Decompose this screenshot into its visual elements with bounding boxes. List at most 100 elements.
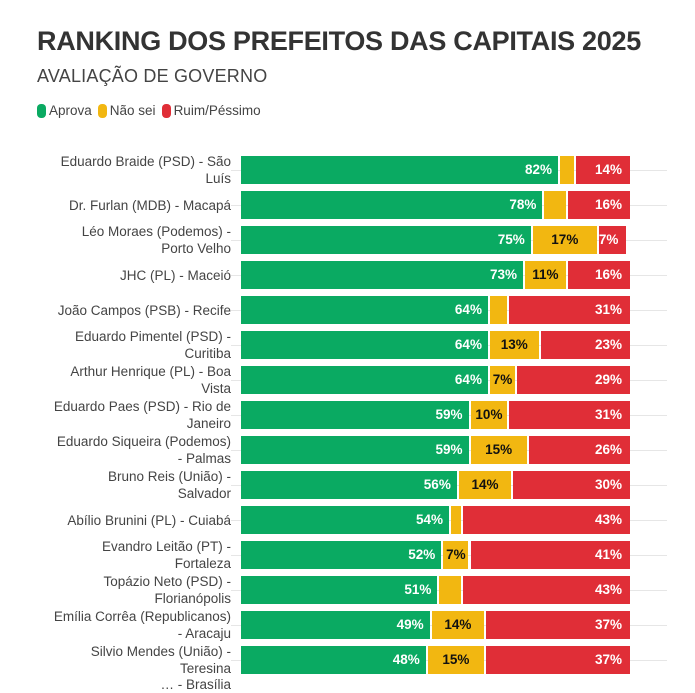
data-label-ruim-pessimo-abilio-brunini-pl-cuiaba: 43% (594, 512, 622, 527)
bar-nao-sei-abilio-brunini-pl-cuiaba[interactable] (451, 506, 461, 534)
bar-nao-sei-eduardo-siqueira-podemos-palmas[interactable] (470, 436, 527, 464)
row-label-line: Janeiro (186, 416, 231, 431)
bar-ruim-pessimo-eduardo-braide-psd-sao-luis[interactable] (575, 156, 630, 184)
bar-nao-sei-evandro-leitao-pt-fortaleza[interactable] (443, 541, 469, 569)
bar-ruim-pessimo-bruno-reis-uniao-salvador[interactable] (513, 471, 630, 499)
bar-aprova-dr-furlan-mdb-macapa[interactable] (241, 191, 543, 219)
bar-ruim-pessimo-arthur-henrique-pl-boa-vista[interactable] (517, 366, 630, 394)
data-label-nao-sei-arthur-henrique-pl-boa-vista: 7% (492, 372, 513, 387)
legend-label-nao-sei: Não sei (109, 103, 156, 118)
row-label-line: Dr. Furlan (MDB) - Macapá (68, 197, 231, 213)
row-label-eduardo-braide-psd-sao-luis: Eduardo Braide (PSD) - São Luís (10, 153, 231, 187)
legend: Aprova Não sei Ruim/Péssimo (37, 103, 267, 118)
row-label-silvio-mendes-uniao-teresina: Silvio Mendes (União) - Teresina (10, 643, 231, 677)
row-label-line: Porto Velho (161, 241, 231, 256)
row-label-line: Eduardo Pimentel (PSD) - (74, 329, 231, 344)
data-label-aprova-eduardo-paes-psd-rio-de-janeiro: 59% (435, 407, 463, 422)
bar-ruim-pessimo-eduardo-siqueira-podemos-palmas[interactable] (528, 436, 630, 464)
bar-aprova-abilio-brunini-pl-cuiaba[interactable] (241, 506, 450, 534)
data-label-aprova-eduardo-siqueira-podemos-palmas: 59% (435, 442, 463, 457)
bar-aprova-topazio-neto-psd-florianopolis[interactable] (241, 576, 438, 604)
bar-ruim-pessimo-dr-furlan-mdb-macapa[interactable] (567, 191, 630, 219)
bar-nao-sei-eduardo-braide-psd-sao-luis[interactable] (559, 156, 574, 184)
row-label-line: Topázio Neto (PSD) - (103, 574, 231, 589)
bar-nao-sei-arthur-henrique-pl-boa-vista[interactable] (489, 366, 516, 394)
bar-nao-sei-emilia-correa-republicanos-aracaju[interactable] (431, 611, 485, 639)
legend-label-aprova: Aprova (49, 103, 92, 118)
row-label-line: Eduardo Braide (PSD) - São (60, 154, 231, 169)
bar-aprova-joao-campos-psb-recife[interactable] (241, 296, 488, 324)
data-label-aprova-emilia-correa-republicanos-aracaju: 49% (396, 617, 424, 632)
row-label-arthur-henrique-pl-boa-vista: Arthur Henrique (PL) - Boa Vista (10, 363, 231, 397)
data-label-nao-sei-jhc-pl-maceio: 11% (532, 267, 559, 282)
data-label-aprova-dr-furlan-mdb-macapa: 78% (509, 197, 537, 212)
legend-swatch-ruim-pessimo (161, 103, 171, 118)
data-label-ruim-pessimo-jhc-pl-maceio: 16% (594, 267, 622, 282)
bar-aprova-evandro-leitao-pt-fortaleza[interactable] (241, 541, 442, 569)
row-label-emilia-correa-republicanos-aracaju: Emília Corrêa (Republicanos) - Aracaju (10, 608, 231, 642)
bar-ruim-pessimo-leo-moraes-podemos-porto-velho[interactable] (598, 226, 627, 254)
bar-nao-sei-eduardo-paes-psd-rio-de-janeiro[interactable] (470, 401, 508, 429)
row-label-topazio-neto-psd-florianopolis: Topázio Neto (PSD) - Florianópolis (10, 573, 231, 607)
bar-ruim-pessimo-eduardo-pimentel-psd-curitiba[interactable] (540, 331, 630, 359)
bar-ruim-pessimo-jhc-pl-maceio[interactable] (567, 261, 630, 289)
data-label-aprova-joao-campos-psb-recife: 64% (454, 302, 482, 317)
data-label-aprova-arthur-henrique-pl-boa-vista: 64% (454, 372, 482, 387)
legend-item-nao-sei[interactable]: Não sei (97, 103, 156, 118)
row-label-line: JHC (PL) - Maceió (119, 267, 231, 283)
row-label-line: Teresina (179, 661, 231, 676)
bar-nao-sei-eduardo-pimentel-psd-curitiba[interactable] (489, 331, 539, 359)
bar-nao-sei-topazio-neto-psd-florianopolis[interactable] (439, 576, 461, 604)
data-label-nao-sei-eduardo-pimentel-psd-curitiba: 13% (500, 337, 528, 352)
bar-ruim-pessimo-joao-campos-psb-recife[interactable] (509, 296, 630, 324)
bar-aprova-arthur-henrique-pl-boa-vista[interactable] (241, 366, 488, 394)
bar-aprova-eduardo-braide-psd-sao-luis[interactable] (241, 156, 558, 184)
row-label-line: Silvio Mendes (União) - (90, 644, 231, 659)
bar-aprova-bruno-reis-uniao-salvador[interactable] (241, 471, 457, 499)
bar-aprova-leo-moraes-podemos-porto-velho[interactable] (241, 226, 531, 254)
row-label-line: Evandro Leitão (PT) - (101, 539, 231, 554)
data-label-aprova-eduardo-braide-psd-sao-luis: 82% (524, 162, 552, 177)
bar-aprova-eduardo-siqueira-podemos-palmas[interactable] (241, 436, 469, 464)
bar-aprova-eduardo-paes-psd-rio-de-janeiro[interactable] (241, 401, 469, 429)
bar-ruim-pessimo-silvio-mendes-uniao-teresina[interactable] (486, 646, 630, 674)
chart-subtitle: AVALIAÇÃO DE GOVERNO (37, 66, 268, 86)
row-label-line: Luís (205, 171, 231, 186)
row-label-line: Florianópolis (154, 591, 231, 606)
bar-nao-sei-jhc-pl-maceio[interactable] (524, 261, 566, 289)
bar-ruim-pessimo-emilia-correa-republicanos-aracaju[interactable] (486, 611, 630, 639)
data-label-aprova-abilio-brunini-pl-cuiaba: 54% (416, 512, 444, 527)
data-label-ruim-pessimo-dr-furlan-mdb-macapa: 16% (594, 197, 622, 212)
bar-nao-sei-joao-campos-psb-recife[interactable] (489, 296, 508, 324)
bar-ruim-pessimo-abilio-brunini-pl-cuiaba[interactable] (462, 506, 630, 534)
data-label-aprova-evandro-leitao-pt-fortaleza: 52% (408, 547, 436, 562)
bar-nao-sei-leo-moraes-podemos-porto-velho[interactable] (532, 226, 597, 254)
row-label-abilio-brunini-pl-cuiaba: Abílio Brunini (PL) - Cuiabá (10, 512, 231, 529)
row-label-line: Bruno Reis (União) - (107, 469, 231, 484)
data-label-ruim-pessimo-topazio-neto-psd-florianopolis: 43% (594, 582, 622, 597)
data-label-aprova-silvio-mendes-uniao-teresina: 48% (392, 652, 420, 667)
data-label-nao-sei-emilia-correa-republicanos-aracaju: 14% (444, 617, 472, 632)
bar-nao-sei-bruno-reis-uniao-salvador[interactable] (458, 471, 512, 499)
row-label-line: Emília Corrêa (Republicanos) (53, 609, 231, 624)
bar-nao-sei-dr-furlan-mdb-macapa[interactable] (544, 191, 566, 219)
data-label-ruim-pessimo-emilia-correa-republicanos-aracaju: 37% (594, 617, 622, 632)
legend-item-ruim-pessimo[interactable]: Ruim/Péssimo (161, 103, 261, 118)
data-label-ruim-pessimo-eduardo-braide-psd-sao-luis: 14% (594, 162, 622, 177)
legend-item-aprova[interactable]: Aprova (37, 103, 92, 118)
row-label-line: Vista (201, 381, 231, 396)
data-label-aprova-eduardo-pimentel-psd-curitiba: 64% (454, 337, 482, 352)
bar-aprova-jhc-pl-maceio[interactable] (241, 261, 523, 289)
bar-ruim-pessimo-eduardo-paes-psd-rio-de-janeiro[interactable] (509, 401, 630, 429)
bar-aprova-emilia-correa-republicanos-aracaju[interactable] (241, 611, 430, 639)
bar-nao-sei-silvio-mendes-uniao-teresina[interactable] (427, 646, 485, 674)
row-label-line: João Campos (PSB) - Recife (57, 302, 231, 318)
bar-ruim-pessimo-topazio-neto-psd-florianopolis[interactable] (462, 576, 630, 604)
data-label-nao-sei-eduardo-siqueira-podemos-palmas: 15% (485, 442, 513, 457)
bar-aprova-eduardo-pimentel-psd-curitiba[interactable] (241, 331, 488, 359)
data-label-nao-sei-silvio-mendes-uniao-teresina: 15% (442, 652, 470, 667)
bar-ruim-pessimo-evandro-leitao-pt-fortaleza[interactable] (470, 541, 630, 569)
row-label-cut-off: … - Brasília (160, 677, 231, 692)
legend-swatch-aprova (37, 103, 46, 118)
bar-aprova-silvio-mendes-uniao-teresina[interactable] (241, 646, 426, 674)
